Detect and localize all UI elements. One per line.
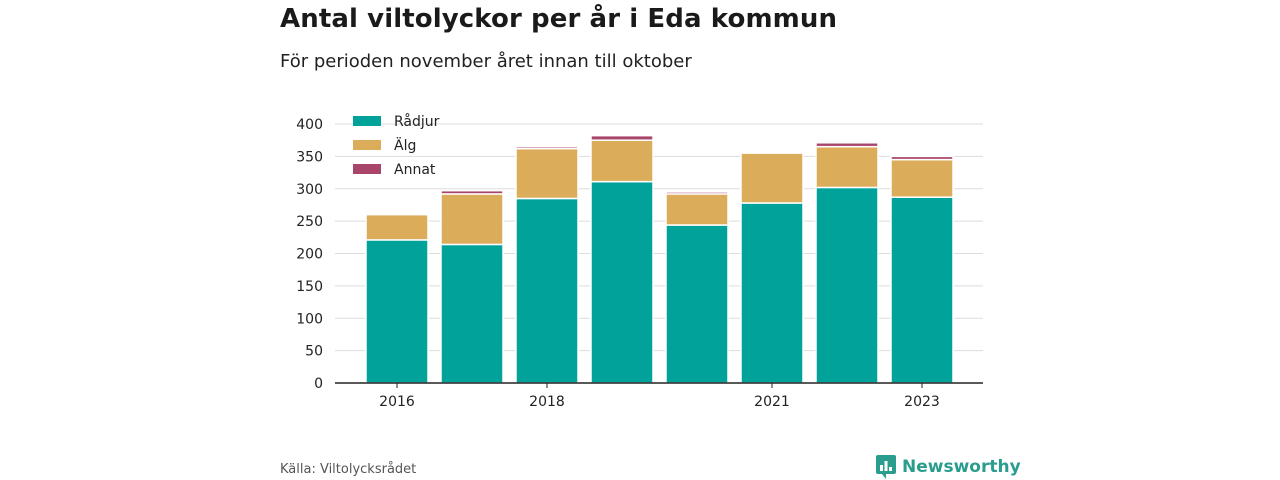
bar-segment-annat <box>890 155 954 161</box>
bar-segment-älg <box>515 147 579 200</box>
bar-segment-annat <box>590 134 654 141</box>
newsworthy-logo-icon <box>876 455 896 479</box>
bar-segment-annat <box>815 142 879 148</box>
y-tick-label: 50 <box>305 344 323 360</box>
legend-label: Älg <box>394 136 416 154</box>
y-tick-label: 150 <box>296 279 323 295</box>
bar-segment-rådjur <box>740 202 804 384</box>
legend-label: Annat <box>394 162 436 178</box>
newsworthy-logo: Newsworthy <box>876 455 1021 479</box>
bar-segment-älg <box>665 193 729 226</box>
bar-segment-rådjur <box>815 186 879 384</box>
newsworthy-logo-text: Newsworthy <box>902 457 1021 477</box>
bar-segment-annat <box>665 191 729 195</box>
bar-segment-rådjur <box>665 224 729 384</box>
legend-swatch <box>353 116 381 126</box>
x-tick-label: 2016 <box>379 394 415 410</box>
chart-title: Antal viltolyckor per år i Eda kommun <box>280 4 838 34</box>
bar-segment-älg <box>365 213 429 241</box>
bar-chart: 0 50 100 150 200 250 300 350 400 2016 2018 2021 2023… <box>296 113 983 410</box>
y-tick-label: 100 <box>296 311 323 327</box>
y-tick-label: 200 <box>296 247 323 263</box>
bar-segment-annat <box>440 189 504 195</box>
bar-segment-rådjur <box>365 239 429 384</box>
chart-subtitle: För perioden november året innan till ok… <box>280 51 692 72</box>
bar-segment-älg <box>740 152 804 204</box>
bar-segment-rådjur <box>515 197 579 384</box>
legend-swatch <box>353 140 381 150</box>
bar-segment-annat <box>515 145 579 150</box>
bar-segment-älg <box>440 193 504 246</box>
bar-segment-älg <box>815 145 879 189</box>
y-tick-label: 400 <box>296 117 323 133</box>
y-tick-label: 250 <box>296 214 323 230</box>
bar-segment-rådjur <box>440 243 504 384</box>
x-tick-label: 2023 <box>904 394 940 410</box>
legend-label: Rådjur <box>394 113 440 130</box>
bar-segment-rådjur <box>590 180 654 384</box>
bar-segment-rådjur <box>890 196 954 384</box>
y-tick-label: 0 <box>314 376 323 392</box>
bar-segment-älg <box>890 158 954 198</box>
x-tick-label: 2018 <box>529 394 565 410</box>
x-tick-label: 2021 <box>754 394 790 410</box>
legend-swatch <box>353 164 381 174</box>
y-tick-label: 300 <box>296 182 323 198</box>
bar-segment-älg <box>590 139 654 183</box>
source-note: Källa: Viltolycksrådet <box>280 462 417 477</box>
y-tick-label: 350 <box>296 149 323 165</box>
